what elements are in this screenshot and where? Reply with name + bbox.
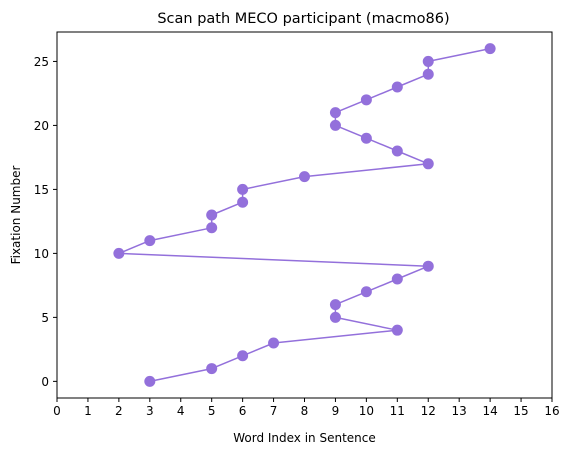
fixation-point <box>391 145 403 157</box>
x-tick-label: 3 <box>146 404 154 418</box>
fixation-point <box>144 235 156 247</box>
fixation-point <box>360 94 372 106</box>
y-tick-label: 5 <box>41 311 49 325</box>
x-tick-label: 6 <box>239 404 247 418</box>
fixation-point <box>391 81 403 93</box>
fixation-point <box>360 286 372 298</box>
y-tick-label: 10 <box>34 247 49 261</box>
fixation-point <box>422 55 434 67</box>
x-tick-label: 1 <box>84 404 92 418</box>
x-axis-ticks: 0 1 2 3 4 5 6 7 8 9 10 11 12 13 14 15 16 <box>53 398 560 418</box>
plot-frame <box>56 31 553 399</box>
fixation-point <box>237 183 249 195</box>
y-tick-label: 0 <box>41 375 49 389</box>
fixation-point <box>329 119 341 131</box>
fixation-point <box>391 324 403 336</box>
scan-path-points <box>113 43 496 387</box>
fixation-point <box>422 158 434 170</box>
fixation-point <box>329 107 341 119</box>
x-tick-label: 14 <box>482 404 497 418</box>
fixation-point <box>237 196 249 208</box>
y-axis-label: Fixation Number <box>9 166 23 265</box>
fixation-point <box>299 171 310 183</box>
fixation-point <box>144 375 156 387</box>
x-tick-label: 12 <box>421 404 436 418</box>
y-axis-ticks: 0 5 10 15 20 25 <box>34 55 57 389</box>
x-axis-label: Word Index in Sentence <box>233 431 376 445</box>
x-tick-label: 2 <box>115 404 123 418</box>
fixation-point <box>329 299 341 311</box>
fixation-point <box>206 363 218 375</box>
fixation-point <box>206 209 218 221</box>
fixation-point <box>360 132 372 144</box>
x-tick-label: 8 <box>301 404 309 418</box>
x-tick-label: 7 <box>270 404 278 418</box>
fixation-point <box>113 247 125 259</box>
fixation-point <box>237 350 249 362</box>
x-tick-label: 15 <box>513 404 528 418</box>
x-tick-label: 11 <box>390 404 405 418</box>
y-tick-label: 25 <box>34 55 49 69</box>
fixation-point <box>391 273 403 285</box>
chart-title: Scan path MECO participant (macmo86) <box>157 11 449 27</box>
x-tick-label: 16 <box>544 404 559 418</box>
fixation-point <box>329 311 341 323</box>
y-tick-label: 20 <box>34 119 49 133</box>
y-tick-label: 15 <box>34 183 49 197</box>
x-tick-label: 13 <box>452 404 467 418</box>
x-tick-label: 10 <box>359 404 374 418</box>
fixation-point <box>422 260 434 272</box>
fixation-point <box>206 222 218 234</box>
x-tick-label: 9 <box>332 404 340 418</box>
x-tick-label: 4 <box>177 404 185 418</box>
fixation-point <box>422 68 434 80</box>
fixation-point <box>268 337 280 349</box>
fixation-point <box>484 43 496 55</box>
x-tick-label: 0 <box>53 404 61 418</box>
x-tick-label: 5 <box>208 404 216 418</box>
